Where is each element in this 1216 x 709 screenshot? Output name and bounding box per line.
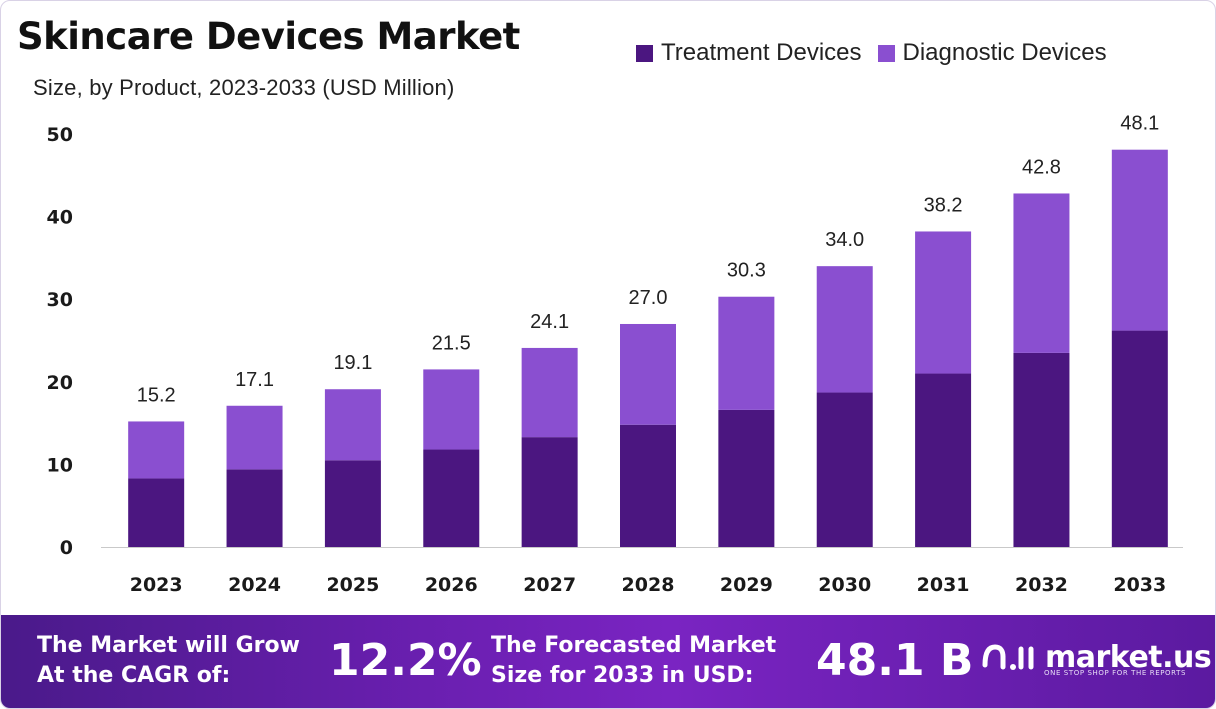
cagr-label-line1: The Market will Grow — [37, 633, 300, 658]
data-label-total: 38.2 — [924, 194, 963, 216]
forecast-label-line1: The Forecasted Market — [491, 633, 777, 658]
bar-treatment-devices — [1111, 330, 1168, 547]
bar-treatment-devices — [324, 460, 381, 547]
bar-diagnostic-devices — [423, 369, 480, 450]
y-tick-label: 40 — [47, 207, 73, 229]
bar-chart: 0102030405015.2202317.1202419.1202521.52… — [47, 113, 1183, 596]
bar-treatment-devices — [1013, 352, 1070, 547]
y-tick-label: 10 — [47, 454, 73, 476]
data-label-total: 30.3 — [727, 260, 766, 282]
chart-title: Skincare Devices Market — [17, 15, 520, 58]
bar-treatment-devices — [521, 437, 578, 547]
x-tick-label: 2029 — [720, 574, 773, 596]
chart-legend: Treatment Devices Diagnostic Devices — [636, 39, 1107, 67]
data-label-total: 42.8 — [1022, 156, 1061, 178]
y-tick-label: 0 — [60, 537, 73, 559]
x-tick-label: 2023 — [130, 574, 183, 596]
legend-item-treatment: Treatment Devices — [636, 39, 862, 67]
data-label-total: 24.1 — [530, 311, 569, 333]
data-label-total: 48.1 — [1120, 113, 1159, 135]
y-tick-label: 50 — [47, 124, 73, 146]
y-tick-label: 30 — [47, 289, 73, 311]
forecast-value: 48.1 B — [816, 635, 974, 686]
x-tick-label: 2028 — [622, 574, 675, 596]
cagr-value: 12.2% — [329, 635, 482, 686]
bar-diagnostic-devices — [521, 347, 578, 438]
legend-label-treatment: Treatment Devices — [661, 39, 862, 66]
bar-treatment-devices — [816, 392, 873, 547]
x-tick-label: 2032 — [1015, 574, 1068, 596]
market-us-tagline: ONE STOP SHOP FOR THE REPORTS — [1044, 669, 1187, 677]
forecast-label-line2: Size for 2033 in USD: — [491, 663, 754, 688]
footer-banner: The Market will Grow At the CAGR of: 12.… — [1, 615, 1215, 708]
bar-treatment-devices — [620, 424, 676, 547]
bar-diagnostic-devices — [128, 421, 185, 479]
market-us-logo: market.us — [981, 639, 1212, 675]
bar-diagnostic-devices — [1013, 193, 1070, 353]
bar-treatment-devices — [718, 409, 775, 547]
data-label-total: 17.1 — [235, 369, 274, 391]
legend-swatch-treatment — [636, 44, 653, 62]
bar-diagnostic-devices — [718, 296, 775, 410]
market-us-logo-icon — [982, 644, 1034, 670]
x-tick-label: 2026 — [425, 574, 478, 596]
chart-subtitle: Size, by Product, 2023-2033 (USD Million… — [33, 75, 455, 100]
x-tick-label: 2031 — [917, 574, 970, 596]
x-tick-label: 2033 — [1113, 574, 1166, 596]
x-tick-label: 2024 — [228, 574, 281, 596]
bar-treatment-devices — [915, 373, 972, 547]
legend-label-diagnostic: Diagnostic Devices — [902, 39, 1107, 66]
cagr-label-line2: At the CAGR of: — [37, 663, 231, 688]
bar-treatment-devices — [128, 478, 185, 547]
data-label-total: 34.0 — [825, 229, 864, 251]
bar-diagnostic-devices — [816, 266, 873, 393]
bar-diagnostic-devices — [620, 323, 676, 425]
data-label-total: 15.2 — [137, 384, 176, 406]
data-label-total: 19.1 — [333, 352, 372, 374]
legend-swatch-diagnostic — [877, 44, 895, 62]
x-tick-label: 2025 — [326, 574, 379, 596]
bar-diagnostic-devices — [324, 389, 381, 461]
bar-treatment-devices — [423, 449, 480, 547]
data-label-total: 21.5 — [432, 332, 471, 354]
x-tick-label: 2030 — [818, 574, 871, 596]
x-tick-label: 2027 — [523, 574, 576, 596]
data-label-total: 27.0 — [629, 287, 668, 309]
bar-diagnostic-devices — [1111, 149, 1168, 331]
forecast-label: The Forecasted Market Size for 2033 in U… — [491, 631, 776, 691]
legend-item-diagnostic: Diagnostic Devices — [877, 39, 1107, 67]
y-tick-label: 20 — [47, 372, 73, 394]
bar-diagnostic-devices — [226, 405, 283, 470]
market-us-logo-text: market.us — [1045, 639, 1212, 675]
cagr-label: The Market will Grow At the CAGR of: — [37, 631, 300, 691]
bar-diagnostic-devices — [915, 231, 972, 374]
bar-treatment-devices — [226, 469, 283, 547]
